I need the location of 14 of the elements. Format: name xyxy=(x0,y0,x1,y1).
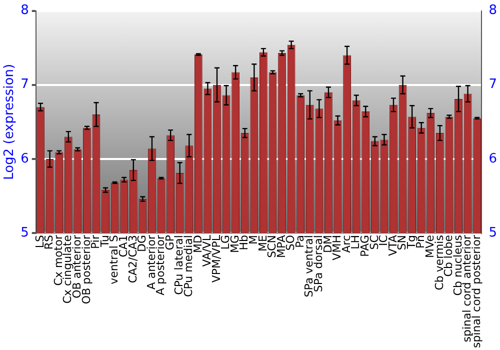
x-tick-label: CPu medial xyxy=(182,235,195,297)
x-tick-label: Tg xyxy=(404,235,418,250)
x-tick-label: MVe xyxy=(424,234,436,258)
y-tick-label: 8 xyxy=(20,3,29,18)
y2-tick-label: 5 xyxy=(488,225,498,240)
y-tick-label: 7 xyxy=(20,77,29,92)
x-tick-label: A posterior xyxy=(154,234,168,296)
x-tick-label: OB posterior xyxy=(80,234,93,304)
y-tick-label: 5 xyxy=(20,225,29,240)
y2-tick-label: 7 xyxy=(488,77,498,92)
y2-tick-label: 8 xyxy=(488,3,498,18)
y-axis-title: Log2 (expression) xyxy=(2,64,18,180)
y2-tick-label: 6 xyxy=(488,151,498,166)
y-tick-label: 6 xyxy=(20,151,29,166)
